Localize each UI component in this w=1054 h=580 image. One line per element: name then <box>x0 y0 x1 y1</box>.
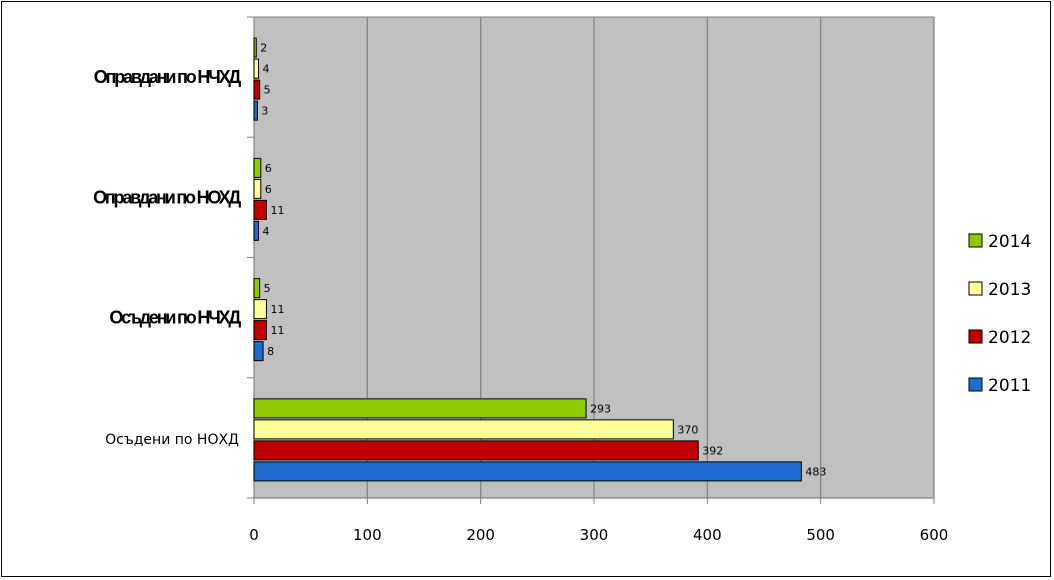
bar-2011 <box>253 461 802 482</box>
bar-2014 <box>253 37 257 58</box>
data-label: 5 <box>264 84 271 97</box>
category-label: Оправдани по НЧХД <box>94 67 242 87</box>
bar-2013 <box>253 178 262 199</box>
bar-2014 <box>253 278 261 299</box>
data-label: 2 <box>260 42 267 55</box>
legend-label: 2012 <box>988 328 1031 348</box>
legend-swatch-2012 <box>968 329 983 344</box>
x-tick-label: 500 <box>806 526 835 544</box>
bar-2011 <box>253 220 260 241</box>
data-label: 11 <box>270 204 284 217</box>
data-label: 4 <box>263 225 270 238</box>
legend-label: 2013 <box>988 280 1031 300</box>
data-label: 392 <box>702 444 723 457</box>
x-tick-label: 600 <box>920 526 949 544</box>
data-label: 3 <box>261 105 268 118</box>
bar-2014 <box>253 398 587 419</box>
legend-label: 2011 <box>988 376 1031 396</box>
bar-2013 <box>253 419 674 440</box>
x-tick-label: 0 <box>249 526 259 544</box>
bar-2012 <box>253 320 267 341</box>
category-label: Осъдени по НЧХД <box>109 308 241 328</box>
bar-2012 <box>253 199 267 220</box>
bar-2012 <box>253 79 261 100</box>
bar-2013 <box>253 299 267 320</box>
x-tick-label: 200 <box>466 526 495 544</box>
legend-swatch-2011 <box>968 377 983 392</box>
category-label: Оправдани по НОХД <box>93 187 241 207</box>
data-label: 483 <box>805 465 826 478</box>
data-label: 6 <box>265 183 272 196</box>
data-label: 6 <box>265 162 272 175</box>
bar-2011 <box>253 100 258 121</box>
x-tick-label: 100 <box>353 526 382 544</box>
x-tick-label: 400 <box>693 526 722 544</box>
data-label: 5 <box>264 282 271 295</box>
legend-label: 2014 <box>988 232 1031 252</box>
category-label: Осъдени по НОХД <box>105 432 239 448</box>
bar-2012 <box>253 440 699 461</box>
bar-2011 <box>253 341 264 362</box>
data-label: 4 <box>263 63 270 76</box>
bar-2014 <box>253 157 262 178</box>
data-label: 370 <box>677 423 698 436</box>
x-tick-label: 300 <box>580 526 609 544</box>
data-label: 11 <box>270 303 284 316</box>
data-label: 8 <box>267 345 274 358</box>
data-label: 11 <box>270 324 284 337</box>
bar-2013 <box>253 58 260 79</box>
legend-swatch-2013 <box>968 281 983 296</box>
data-label: 293 <box>590 402 611 415</box>
legend-swatch-2014 <box>968 233 983 248</box>
